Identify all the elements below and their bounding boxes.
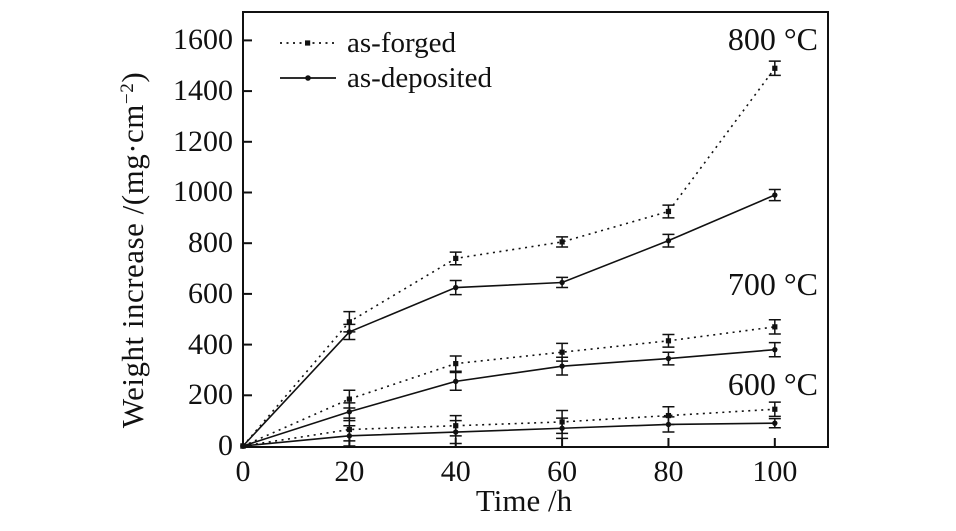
marker-circle-series-1 bbox=[665, 237, 672, 244]
marker-circle-series-5 bbox=[665, 421, 672, 428]
legend-item-as-forged: as-forged bbox=[278, 25, 492, 60]
marker-square-series-4 bbox=[453, 423, 459, 429]
marker-circle-series-1 bbox=[453, 284, 459, 291]
series-line-600C-as-deposited bbox=[242, 422, 775, 447]
legend: as-forged as-deposited bbox=[278, 25, 492, 95]
marker-circle-series-5 bbox=[453, 429, 459, 435]
marker-square-series-0 bbox=[665, 208, 672, 215]
marker-circle-series-5 bbox=[346, 433, 353, 439]
marker-square-series-0 bbox=[559, 239, 565, 245]
series-line-700C-as-deposited bbox=[242, 348, 775, 447]
y-axis-title: Weight increase /(mg·cm−2) bbox=[115, 72, 151, 428]
marker-circle-series-5 bbox=[772, 420, 778, 426]
annotation-600c: 600 °C bbox=[727, 366, 818, 402]
x-axis-title: Time /h bbox=[475, 483, 573, 518]
marker-square-series-0 bbox=[772, 65, 778, 71]
annotation-700c: 700 °C bbox=[727, 266, 818, 302]
marker-circle-series-3 bbox=[665, 355, 672, 362]
marker-square-series-4 bbox=[346, 426, 352, 433]
marker-circle-series-1 bbox=[559, 279, 565, 286]
y-axis-title-suffix: ) bbox=[115, 71, 150, 83]
marker-square-series-4 bbox=[665, 412, 672, 419]
marker-circle-series-1 bbox=[346, 329, 353, 335]
marker-circle-series-3 bbox=[559, 363, 565, 369]
annotation-800c: 800 °C bbox=[727, 21, 818, 57]
solid-line-icon bbox=[280, 74, 336, 81]
marker-circle-series-5 bbox=[559, 425, 565, 431]
y-axis-title-superscript: −2 bbox=[117, 82, 138, 105]
marker-circle-series-3 bbox=[453, 378, 459, 385]
series-line-800C-as-deposited bbox=[242, 194, 776, 447]
legend-label-as-deposited: as-deposited bbox=[347, 61, 492, 94]
legend-item-as-deposited: as-deposited bbox=[278, 60, 492, 95]
marker-square-series-2 bbox=[772, 324, 778, 330]
marker-square-series-2 bbox=[665, 338, 672, 344]
marker-square-series-2 bbox=[559, 349, 565, 355]
marker-square-series-2 bbox=[453, 361, 459, 367]
marker-square-series-4 bbox=[559, 419, 565, 425]
marker-square-series-2 bbox=[346, 396, 352, 402]
plot-frame bbox=[242, 11, 829, 448]
legend-label-as-forged: as-forged bbox=[347, 26, 456, 59]
series-line-600C-as-forged bbox=[242, 408, 775, 447]
marker-circle-series-3 bbox=[346, 409, 353, 415]
marker-circle-series-1 bbox=[772, 192, 778, 198]
dotted-line-icon bbox=[280, 39, 336, 46]
marker-square-series-4 bbox=[772, 406, 778, 412]
marker-circle-series-3 bbox=[772, 346, 778, 353]
marker-square-series-0 bbox=[346, 319, 352, 325]
marker-square-series-0 bbox=[453, 255, 459, 262]
y-axis-title-text: Weight increase /(mg·cm bbox=[115, 104, 150, 429]
